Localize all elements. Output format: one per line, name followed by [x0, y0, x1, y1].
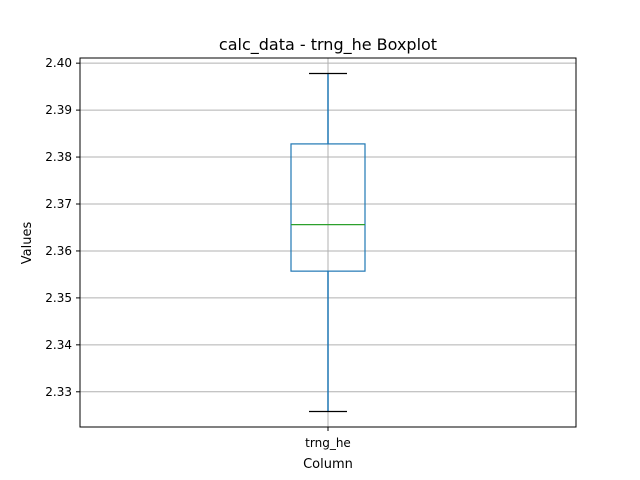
axes-frame	[79, 57, 577, 428]
x-axis-label: Column	[303, 457, 353, 472]
iqr-box	[290, 143, 366, 272]
y-axis-label: Values	[20, 222, 35, 265]
y-tick-label: 2.37	[45, 197, 72, 211]
x-tick-label: trng_he	[305, 436, 351, 450]
y-tick-labels: 2.33 2.34 2.35 2.36 2.37 2.38 2.39 2.40	[45, 56, 72, 399]
y-tick-label: 2.39	[45, 103, 72, 117]
plot-area	[290, 72, 366, 413]
chart-title: calc_data - trng_he Boxplot	[219, 35, 437, 55]
y-tick-label: 2.38	[45, 150, 72, 164]
grid-lines	[80, 58, 576, 427]
axes	[76, 57, 577, 431]
y-tick-label: 2.36	[45, 244, 72, 258]
x-tick-labels: trng_he	[305, 436, 351, 450]
y-tick-label: 2.34	[45, 338, 72, 352]
y-tick-label: 2.40	[45, 56, 72, 70]
y-tick-label: 2.35	[45, 291, 72, 305]
y-tick-label: 2.33	[45, 385, 72, 399]
